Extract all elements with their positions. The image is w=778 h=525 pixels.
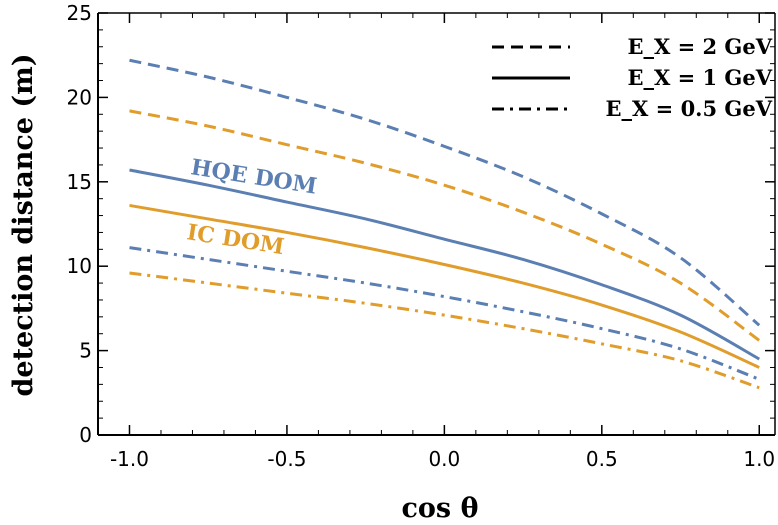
legend: E_X = 2 GeV E_X = 1 GeV E_X = 0.5 GeV <box>492 34 773 121</box>
series-line-3 <box>129 203 760 369</box>
y-tick-label: 20 <box>67 85 92 109</box>
hqe-dom-annotation: HQE DOM <box>189 154 318 200</box>
axes-frame <box>97 12 776 436</box>
legend-label-0.5gev: E_X = 0.5 GeV <box>606 96 773 121</box>
x-tick-label: 0.0 <box>428 447 460 471</box>
axis-ticks: -1.0 -0.5 0.0 0.5 1.0 0 5 10 15 20 25 <box>67 1 776 471</box>
y-tick-label: 10 <box>67 254 92 278</box>
series-line-0 <box>129 58 761 327</box>
series-line-4 <box>129 246 760 381</box>
series-line-1 <box>129 109 761 342</box>
y-tick-label: 5 <box>79 339 92 363</box>
legend-label-1gev: E_X = 1 GeV <box>627 65 772 90</box>
series-line-2 <box>129 168 760 361</box>
y-tick-label: 15 <box>67 170 92 194</box>
y-axis-title: detection distance (m) <box>8 54 39 397</box>
x-axis-title: cos θ <box>401 493 478 524</box>
y-tick-label: 0 <box>79 423 92 447</box>
ic-dom-annotation: IC DOM <box>185 219 286 260</box>
x-tick-label: 0.5 <box>586 447 618 471</box>
y-tick-label: 25 <box>67 1 92 25</box>
legend-label-2gev: E_X = 2 GeV <box>627 34 772 59</box>
x-tick-label: -0.5 <box>267 447 306 471</box>
series-line-5 <box>129 271 760 390</box>
x-tick-label: 1.0 <box>743 447 775 471</box>
plot-lines <box>129 58 761 390</box>
x-tick-label: -1.0 <box>110 447 149 471</box>
